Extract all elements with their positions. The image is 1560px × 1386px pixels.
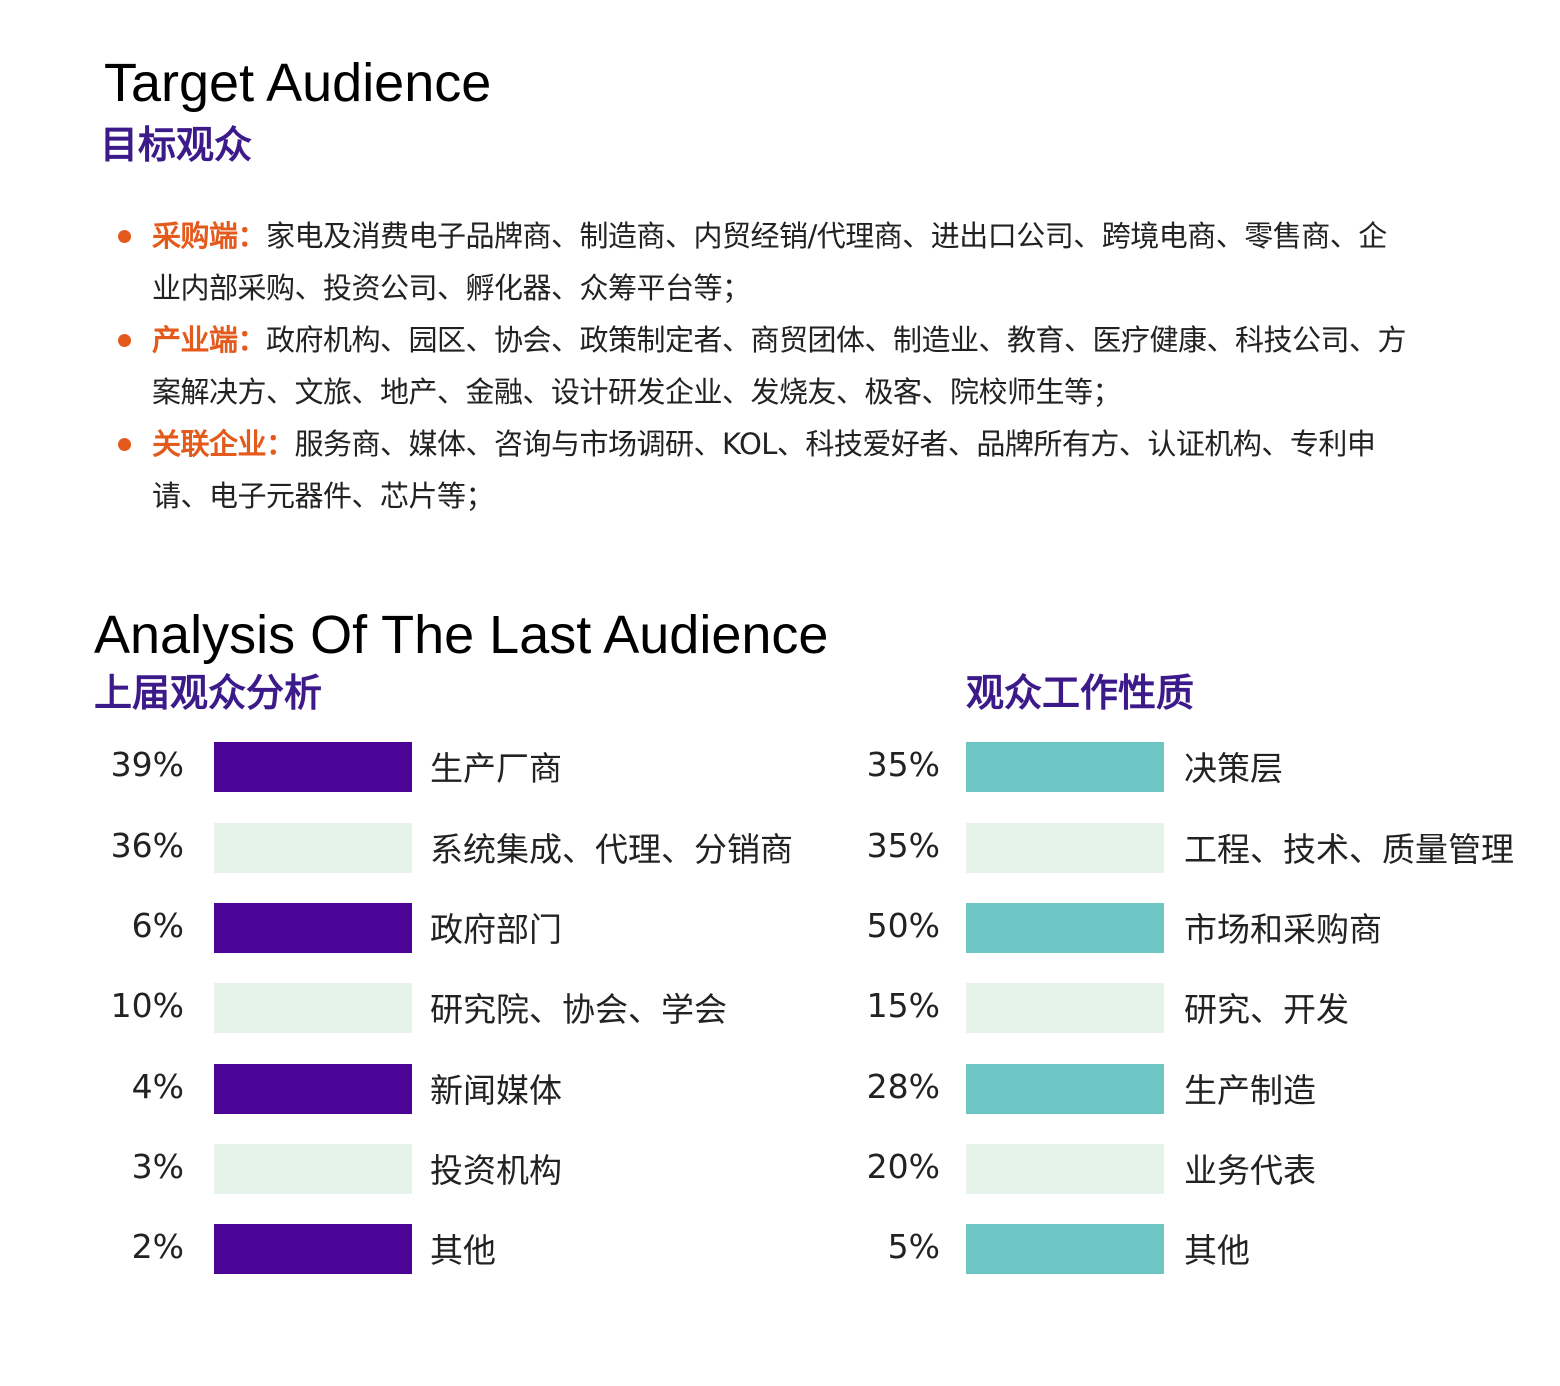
bullet-dot-icon <box>118 438 131 451</box>
analysis-left-title: 上届观众分析 <box>94 671 323 715</box>
page-title-en: Target Audience <box>104 53 492 113</box>
row-color-bar <box>966 903 1164 953</box>
bullet-key: 产业端： <box>152 323 267 357</box>
audience-row: 20% 业务代表 <box>0 1144 1316 1194</box>
row-percentage: 50% <box>866 906 940 945</box>
row-label: 投资机构 <box>430 1151 562 1190</box>
audience-row: 3% 投资机构 <box>0 1144 620 1194</box>
row-percentage: 35% <box>866 826 940 865</box>
analysis-title-en: Analysis Of The Last Audience <box>94 605 829 665</box>
row-color-bar <box>966 1144 1164 1194</box>
audience-row: 35% 工程、技术、质量管理 <box>0 823 1514 873</box>
row-percentage: 5% <box>887 1227 940 1266</box>
audience-row: 10% 研究院、协会、学会 <box>0 983 727 1033</box>
row-color-bar <box>966 983 1164 1033</box>
row-label: 生产厂商 <box>430 749 562 788</box>
row-label: 政府部门 <box>430 910 562 949</box>
bullet-item-industry: 产业端：政府机构、园区、协会、政策制定者、商贸团体、制造业、教育、医疗健康、科技… <box>118 314 1408 418</box>
audience-row: 50% 市场和采购商 <box>0 903 1382 953</box>
row-percentage: 39% <box>110 745 184 784</box>
row-color-bar <box>214 983 412 1033</box>
row-label: 新闻媒体 <box>430 1071 562 1110</box>
row-color-bar <box>214 1224 412 1274</box>
row-percentage: 2% <box>131 1227 184 1266</box>
row-percentage: 15% <box>866 986 940 1025</box>
row-percentage: 35% <box>866 745 940 784</box>
row-label: 研究、开发 <box>1184 990 1349 1029</box>
row-color-bar <box>214 903 412 953</box>
bullet-dot-icon <box>118 334 131 347</box>
bullet-dot-icon <box>118 230 131 243</box>
bullet-item-related: 关联企业：服务商、媒体、咨询与市场调研、KOL、科技爱好者、品牌所有方、认证机构… <box>118 418 1408 522</box>
row-label: 工程、技术、质量管理 <box>1184 830 1514 869</box>
row-label: 其他 <box>1184 1231 1250 1270</box>
bullet-text: 家电及消费电子品牌商、制造商、内贸经销/代理商、进出口公司、跨境电商、零售商、企… <box>152 219 1387 305</box>
row-label: 决策层 <box>1184 749 1283 788</box>
audience-row: 15% 研究、开发 <box>0 983 1349 1033</box>
bullet-key: 采购端： <box>152 219 267 253</box>
row-color-bar <box>966 742 1164 792</box>
row-color-bar <box>214 1064 412 1114</box>
audience-row: 2% 其他 <box>0 1224 620 1274</box>
bullet-key: 关联企业： <box>152 427 295 461</box>
row-label: 研究院、协会、学会 <box>430 990 727 1029</box>
audience-row: 5% 其他 <box>0 1224 1250 1274</box>
row-percentage: 36% <box>110 826 184 865</box>
audience-row: 36% 系统集成、代理、分销商 <box>0 823 793 873</box>
row-percentage: 4% <box>131 1067 184 1106</box>
row-color-bar <box>966 823 1164 873</box>
row-color-bar <box>966 1224 1164 1274</box>
audience-row: 35% 决策层 <box>0 742 1283 792</box>
row-label: 市场和采购商 <box>1184 910 1382 949</box>
row-label: 业务代表 <box>1184 1151 1316 1190</box>
row-percentage: 20% <box>866 1147 940 1186</box>
row-percentage: 6% <box>131 906 184 945</box>
row-color-bar <box>214 1144 412 1194</box>
row-color-bar <box>966 1064 1164 1114</box>
row-label: 系统集成、代理、分销商 <box>430 830 793 869</box>
row-percentage: 10% <box>110 986 184 1025</box>
page-title-cn: 目标观众 <box>100 123 253 167</box>
audience-row: 4% 新闻媒体 <box>0 1064 620 1114</box>
row-color-bar <box>214 742 412 792</box>
bullet-text: 政府机构、园区、协会、政策制定者、商贸团体、制造业、教育、医疗健康、科技公司、方… <box>152 323 1407 409</box>
audience-row: 28% 生产制造 <box>0 1064 1316 1114</box>
audience-row: 39% 生产厂商 <box>0 742 620 792</box>
analysis-right-title: 观众工作性质 <box>966 671 1195 715</box>
row-label: 生产制造 <box>1184 1071 1316 1110</box>
row-label: 其他 <box>430 1231 496 1270</box>
row-percentage: 3% <box>131 1147 184 1186</box>
bullet-text: 服务商、媒体、咨询与市场调研、KOL、科技爱好者、品牌所有方、认证机构、专利申请… <box>152 427 1376 513</box>
bullet-item-buyers: 采购端：家电及消费电子品牌商、制造商、内贸经销/代理商、进出口公司、跨境电商、零… <box>118 210 1408 314</box>
audience-bullet-list: 采购端：家电及消费电子品牌商、制造商、内贸经销/代理商、进出口公司、跨境电商、零… <box>118 210 1408 522</box>
row-percentage: 28% <box>866 1067 940 1106</box>
row-color-bar <box>214 823 412 873</box>
audience-row: 6% 政府部门 <box>0 903 620 953</box>
